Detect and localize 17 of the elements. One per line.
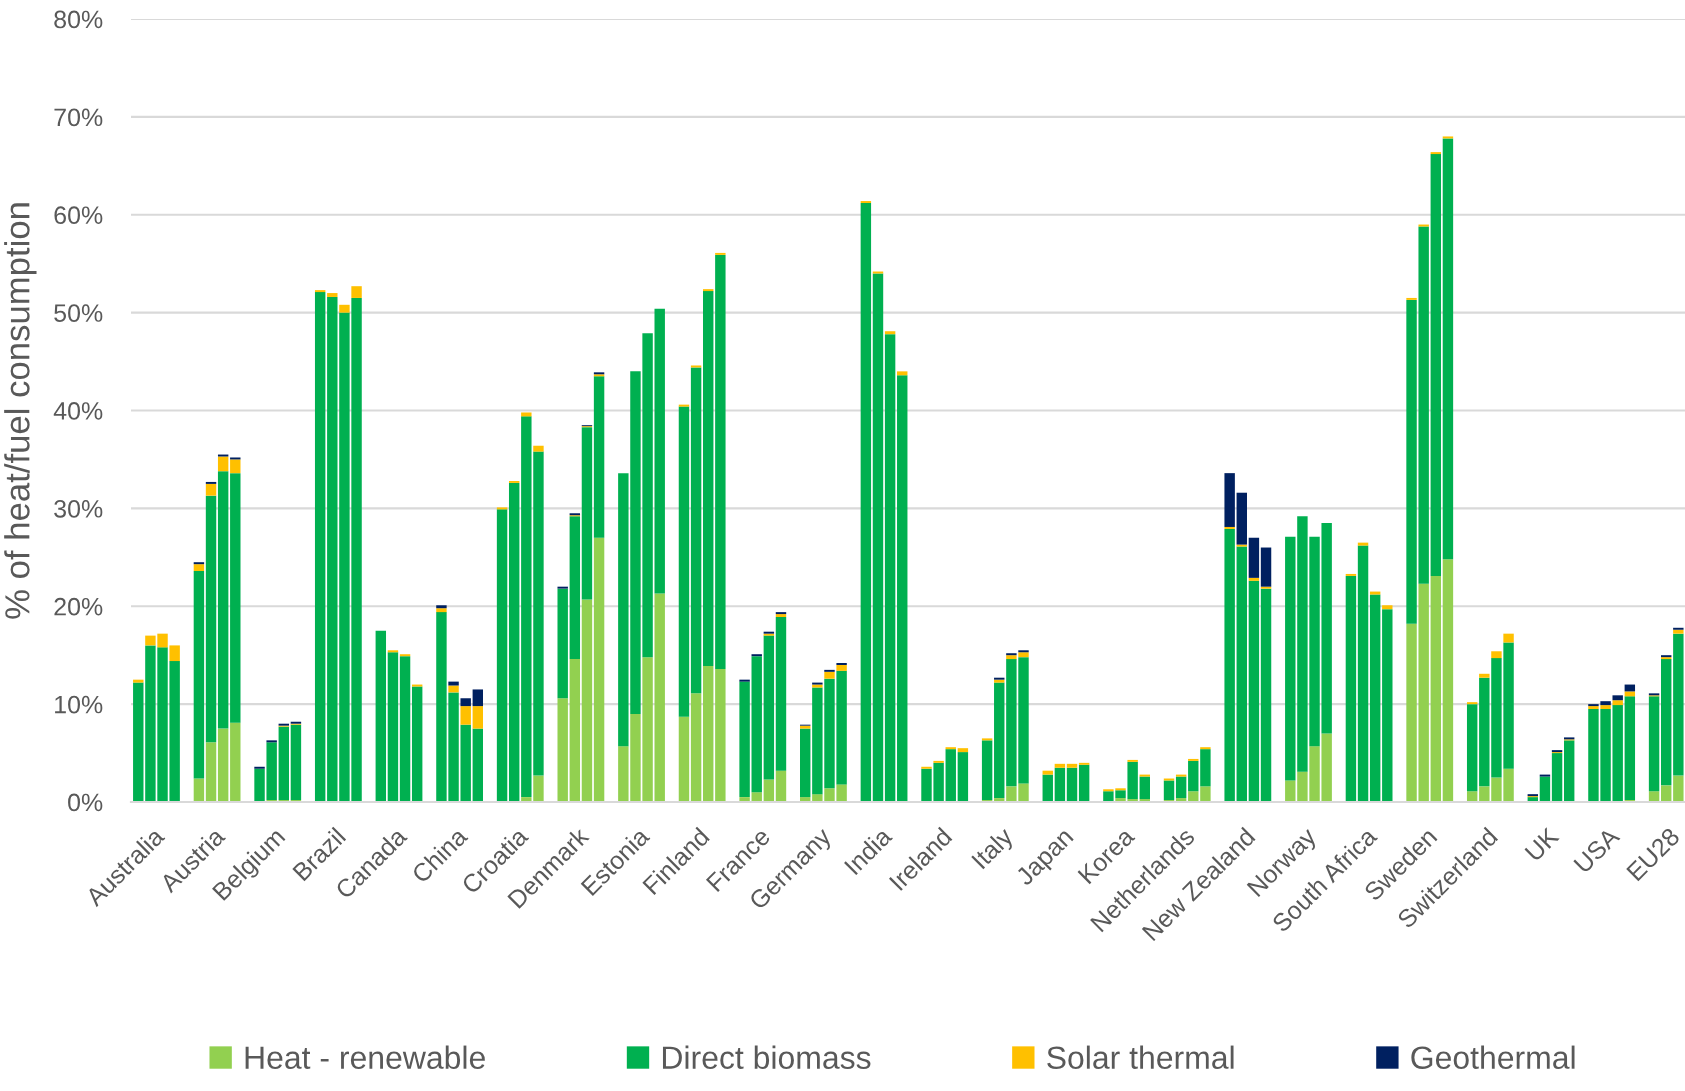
y-tick-label: 10%	[55, 695, 103, 714]
x-tick-label: USA	[1573, 826, 1621, 874]
x-tick-label: Italy	[970, 825, 1018, 873]
legend-label: Solar thermal	[1047, 1045, 1234, 1070]
y-tick-label: 0%	[68, 793, 103, 812]
y-tick-label: 40%	[53, 402, 103, 420]
y-axis-title: % of heat/fuel consumption	[4, 203, 37, 619]
y-tick-label: 80%	[54, 10, 103, 29]
y-tick-label: 50%	[54, 304, 103, 322]
legend-label: Geothermal	[1411, 1045, 1575, 1070]
legend-label: Direct biomass	[662, 1045, 871, 1070]
x-tick-label: UK	[1524, 826, 1560, 862]
y-tick-label: 60%	[54, 206, 103, 225]
y-tick-label: 70%	[54, 108, 103, 127]
y-tick-label: 20%	[54, 597, 103, 616]
y-tick-label: 30%	[54, 499, 103, 518]
legend-label: Heat - renewable	[245, 1045, 485, 1070]
